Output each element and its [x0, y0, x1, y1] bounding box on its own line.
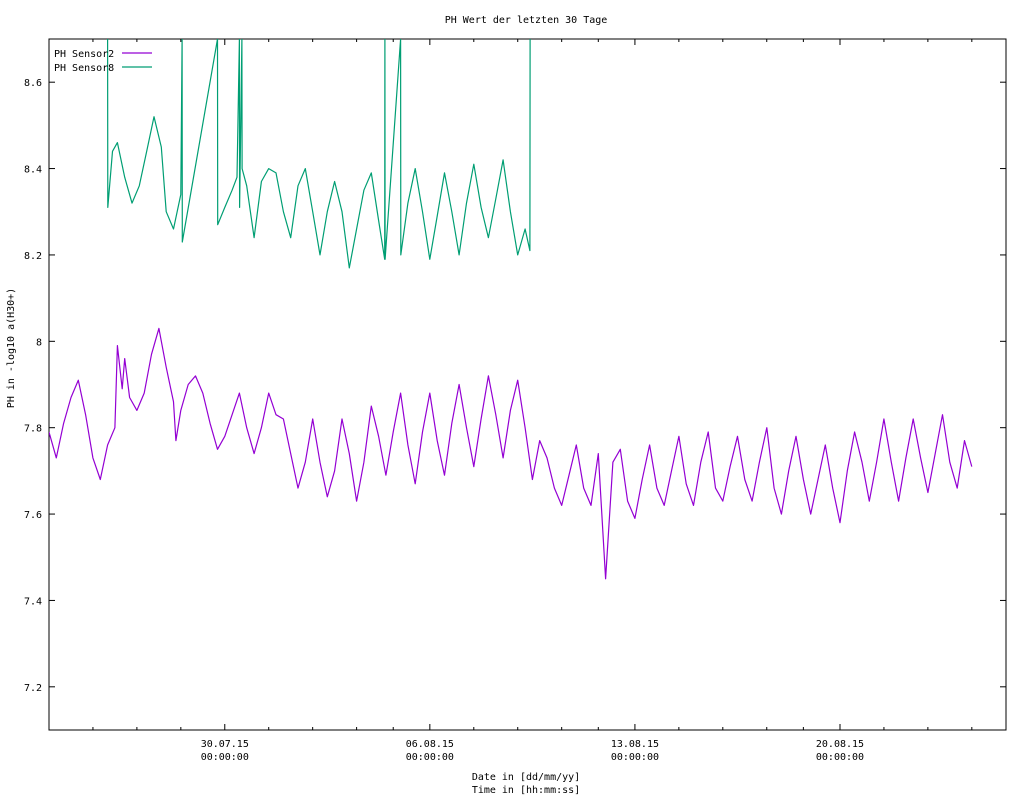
x-tick-label-date: 30.07.15: [201, 739, 249, 750]
plot-area: [49, 39, 973, 580]
x-axis-label-time: Time in [hh:mm:ss]: [472, 785, 580, 796]
legend: PH Sensor2 PH Sensor8: [54, 49, 152, 74]
x-tick-label-time: 00:00:00: [201, 752, 249, 763]
x-axis: 30.07.15 00:00:00 06.08.15 00:00:00 13.08.15…: [92, 39, 973, 763]
x-tick-label-date: 20.08.15: [816, 739, 864, 750]
x-axis-label-date: Date in [dd/mm/yy]: [472, 772, 580, 783]
chart-title: PH Wert der letzten 30 Tage: [445, 15, 608, 26]
legend-label: PH Sensor8: [54, 63, 114, 74]
y-tick-label: 8.2: [24, 251, 42, 262]
y-tick-label: 8.4: [24, 165, 42, 176]
x-tick-label-time: 00:00:00: [816, 752, 864, 763]
y-tick-label: 7.8: [24, 424, 42, 435]
legend-label: PH Sensor2: [54, 49, 114, 60]
y-axis: 7.2 7.4 7.6 7.8 8 8.2 8.4 8.6: [24, 78, 1006, 694]
x-tick-label-time: 00:00:00: [406, 752, 454, 763]
y-tick-label: 7.6: [24, 510, 42, 521]
x-tick-label-time: 00:00:00: [611, 752, 659, 763]
y-axis-label: PH in -log10 a(H30+): [6, 288, 17, 408]
x-tick-label-date: 06.08.15: [406, 739, 454, 750]
y-tick-label: 7.2: [24, 683, 42, 694]
plot-frame: [48, 38, 1007, 731]
y-tick-label: 7.4: [24, 596, 42, 607]
y-tick-label: 8: [36, 337, 42, 348]
x-tick-label-date: 13.08.15: [611, 739, 659, 750]
series-line-1: [49, 327, 973, 580]
y-tick-label: 8.6: [24, 78, 42, 89]
series-line-2: [106, 39, 531, 269]
